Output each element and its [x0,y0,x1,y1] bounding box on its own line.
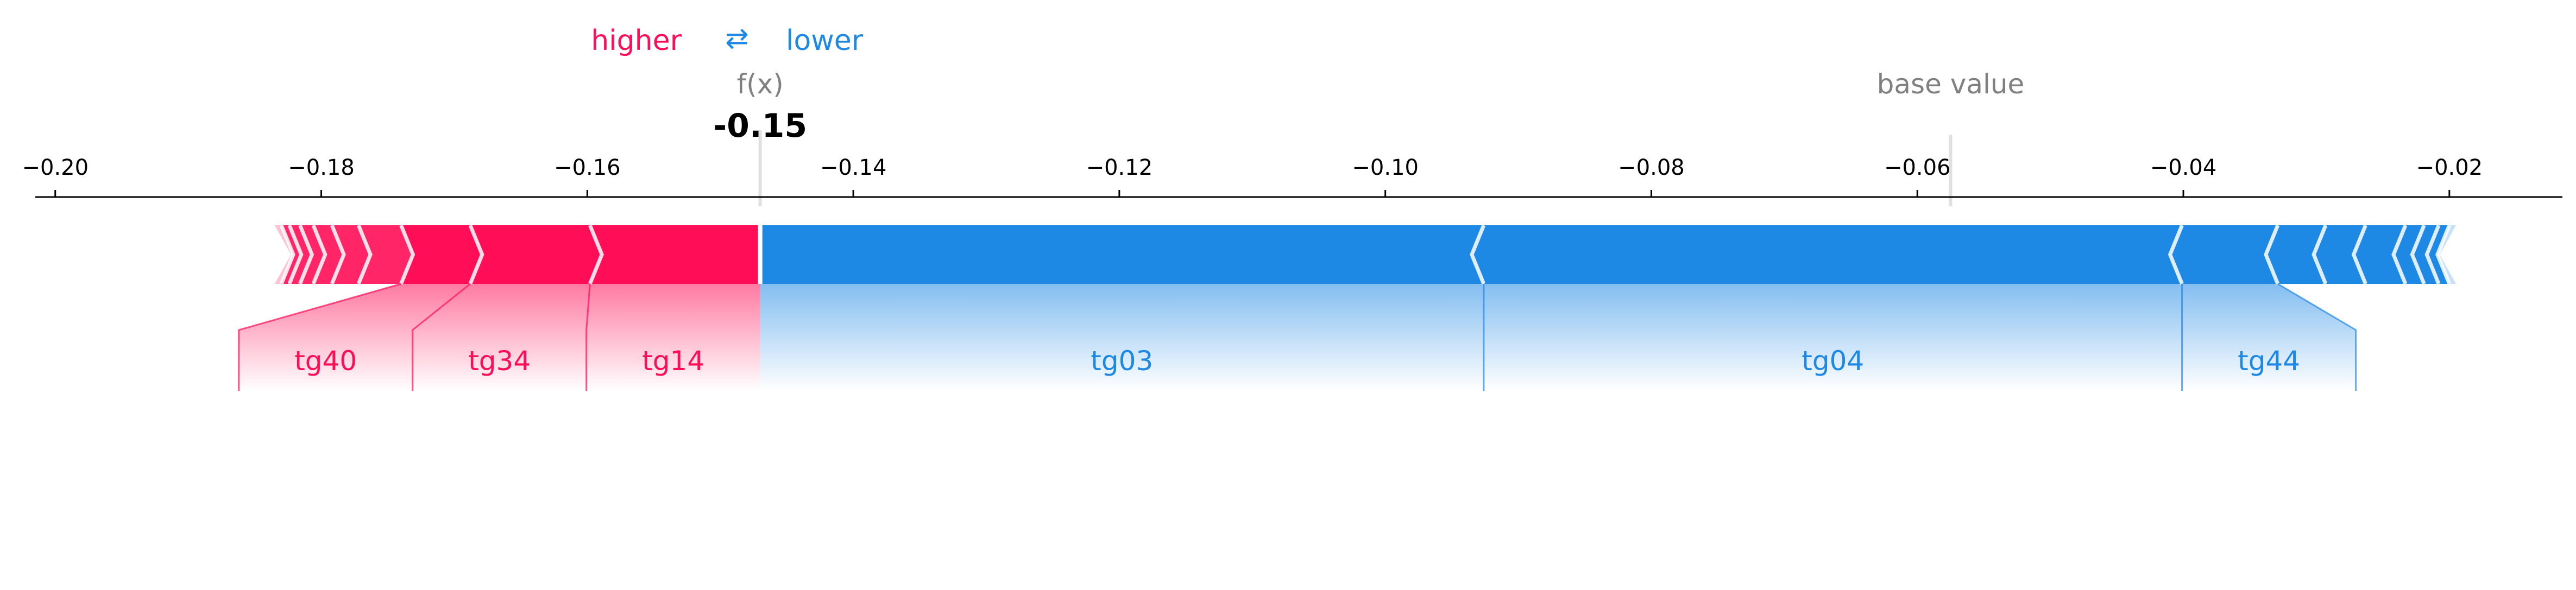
segment-separator [298,224,314,285]
segment-separator [2391,224,2408,285]
x-tick-label: −0.16 [554,155,621,180]
feature-label: tg40 [294,345,357,377]
segment-separator [588,224,604,285]
negative-force-segment [2170,225,2278,284]
negative-force-segment [760,225,1484,284]
x-axis-ticks: −0.20 −0.18 −0.16 −0.14 −0.12 −0.10 −0.08 −0.06… [22,155,2483,197]
x-tick-label: −0.12 [1086,155,1153,180]
fx-value: -0.15 [713,107,807,145]
segment-separator [279,224,295,285]
segment-separator [2168,224,2184,285]
x-tick-label: −0.06 [1884,155,1951,180]
fx-label: f(x) [737,68,784,100]
feature-label: tg14 [642,345,704,377]
segment-separator [1470,224,1486,285]
positive-force-segment [470,225,602,284]
negative-force-segment [2353,225,2406,284]
positive-label-connector [238,283,401,391]
x-tick-label: −0.10 [1352,155,1419,180]
label-gradients [238,284,2356,391]
negative-label-connector [2277,283,2357,391]
positive-label-gradient [412,284,590,391]
segment-separator [356,224,373,285]
legend-lower-label: lower [786,24,864,57]
negative-force-segment [1471,225,2182,284]
segment-separator [468,224,484,285]
positive-label-gradient [586,284,760,391]
positive-force-segment [274,225,294,284]
positive-force-segment [401,225,482,284]
feature-labels: tg14 tg34 tg40 tg03 tg04 tg44 [238,283,2357,391]
legend-arrow-icon: ⇄ [725,22,749,55]
feature-label: tg04 [1802,345,1864,377]
positive-force-segment [332,225,371,284]
negative-force-segment [2265,225,2326,284]
negative-force-segment [2437,225,2457,284]
segment-separator [2351,224,2367,285]
negative-label-gradient [760,284,1484,391]
segment-separator [287,224,304,285]
x-tick-label: −0.04 [2150,155,2217,180]
negative-force-segment [2314,225,2366,284]
positive-force-segment [590,225,760,284]
segment-separator [2410,224,2426,285]
positive-force-segment [289,225,312,284]
x-tick-label: −0.18 [288,155,355,180]
segment-separator [2435,224,2452,285]
positive-label-connector [585,283,591,391]
segment-separator [2264,224,2280,285]
segment-separator [311,224,327,285]
segment-separator [330,224,346,285]
x-tick-label: −0.08 [1618,155,1685,180]
negative-label-gradient [1483,284,2182,391]
base-value-label: base value [1877,68,2025,100]
segment-separator [399,224,415,285]
x-tick-label: −0.02 [2416,155,2483,180]
force-bands [274,224,2457,285]
feature-label: tg34 [468,345,531,377]
negative-force-segment [2427,225,2449,284]
x-tick-label: −0.14 [820,155,887,180]
positive-force-segment [358,225,413,284]
segment-separator [2424,224,2441,285]
negative-label-gradient [2182,284,2356,391]
x-tick-label: −0.20 [22,155,89,180]
legend-higher-label: higher [591,24,682,57]
feature-label: tg44 [2238,345,2300,377]
segment-separator [2312,224,2328,285]
feature-label: tg03 [1091,345,1153,377]
positive-force-segment [281,225,301,284]
positive-label-connector [412,283,471,391]
